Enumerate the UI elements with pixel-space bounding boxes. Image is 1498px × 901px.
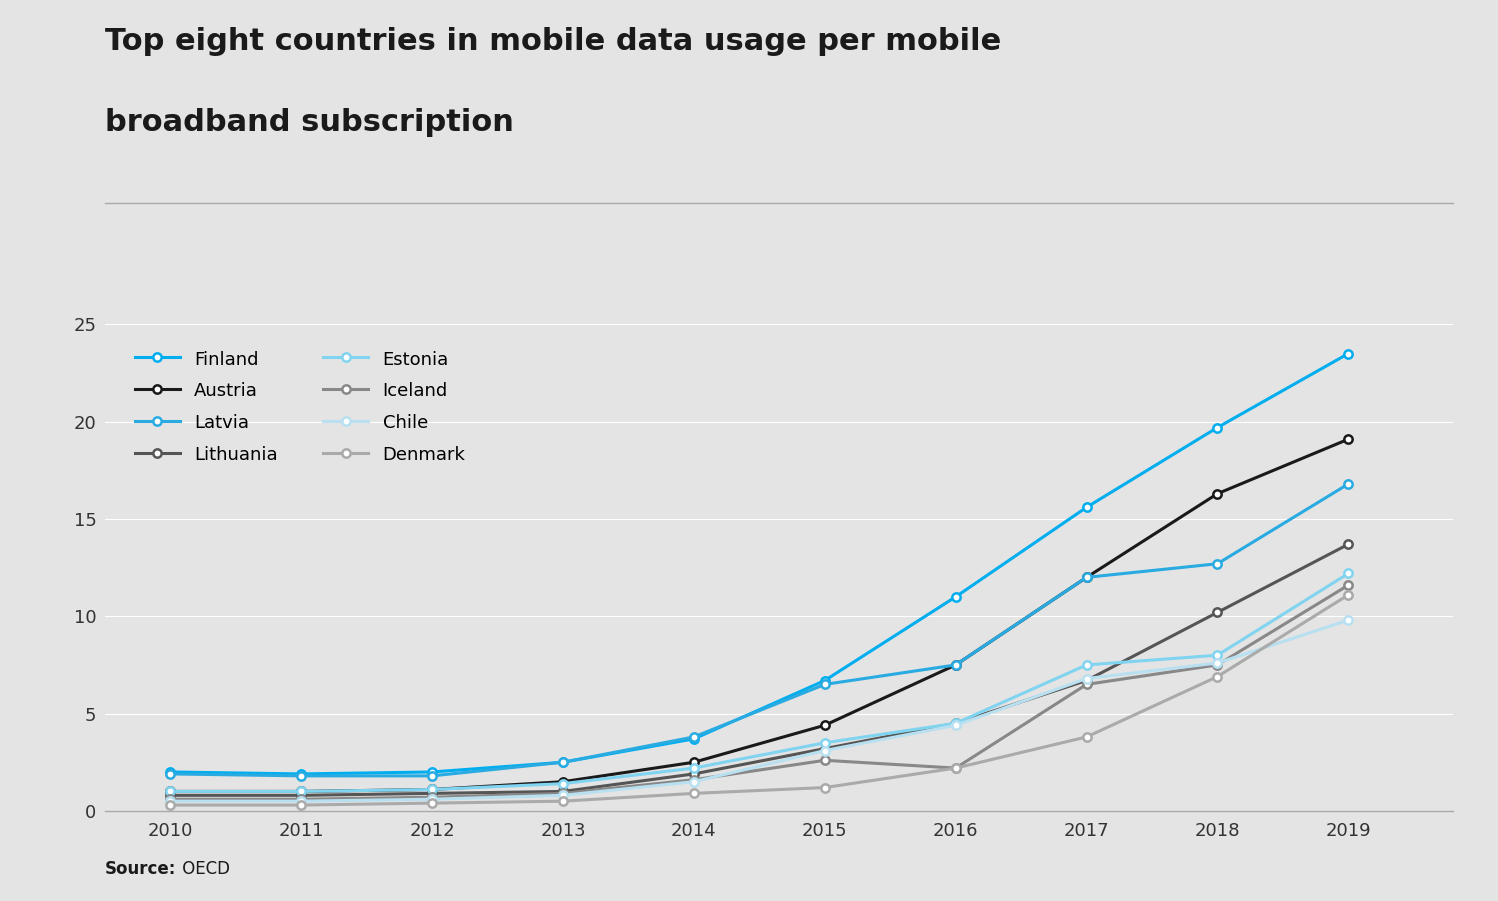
Text: OECD: OECD [177,860,229,878]
Legend: Finland, Austria, Latvia, Lithuania, Estonia, Iceland, Chile, Denmark: Finland, Austria, Latvia, Lithuania, Est… [127,343,473,471]
Text: Top eight countries in mobile data usage per mobile: Top eight countries in mobile data usage… [105,27,1001,56]
Text: broadband subscription: broadband subscription [105,108,514,137]
Text: Source:: Source: [105,860,177,878]
